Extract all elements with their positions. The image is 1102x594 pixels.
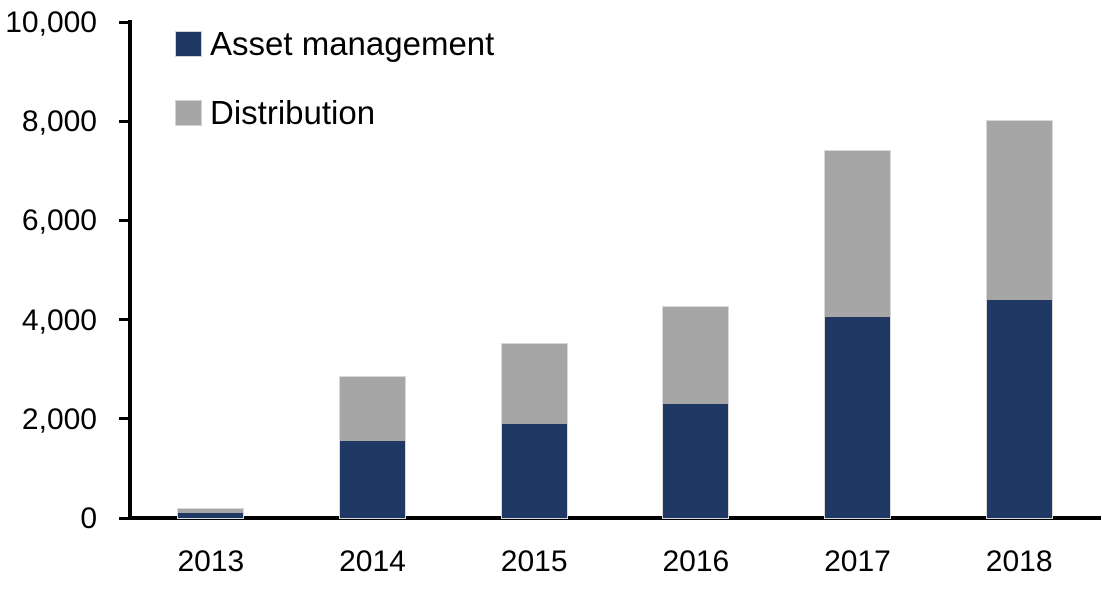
bar-segment-asset-management-2018 [986, 299, 1052, 518]
y-tick [119, 119, 129, 123]
y-tick [119, 318, 129, 322]
bar-segment-distribution-2017 [825, 150, 890, 318]
legend-item-asset-management: Asset management [176, 25, 495, 62]
x-tick-label-2013: 2013 [177, 545, 245, 578]
y-tick-label: 2,000 [21, 402, 97, 436]
bar-segment-asset-management-2014 [340, 441, 405, 518]
legend-item-distribution: Distribution [176, 94, 376, 131]
y-tick-label: 6,000 [21, 204, 97, 238]
x-tick-label-2017: 2017 [824, 545, 891, 578]
y-tick [119, 516, 129, 520]
y-axis-line [128, 20, 132, 520]
y-tick [119, 20, 129, 24]
legend-swatch-distribution [176, 101, 201, 125]
bar-group-2016 [663, 307, 729, 518]
legend-swatch-asset-management [176, 32, 201, 56]
bar-segment-asset-management-2017 [825, 317, 890, 518]
y-tick [119, 417, 129, 421]
y-tick-label: 10,000 [5, 6, 97, 39]
x-tick-label-2014: 2014 [339, 545, 406, 578]
x-tick-label-2018: 2018 [985, 545, 1053, 578]
x-tick-label-2015: 2015 [500, 545, 568, 578]
x-axis-line [128, 516, 1101, 520]
x-tick-label-2016: 2016 [662, 545, 730, 578]
bar-segment-distribution-2014 [340, 376, 405, 442]
legend-label-distribution: Distribution [210, 94, 376, 131]
bar-segment-distribution-2013 [178, 509, 244, 514]
bar-group-2018 [986, 121, 1052, 518]
legend-label-asset-management: Asset management [210, 25, 495, 62]
bar-segment-distribution-2016 [663, 307, 729, 404]
bar-group-2015 [501, 344, 567, 518]
bar-group-2017 [825, 150, 890, 518]
bar-group-2013 [178, 509, 244, 518]
bar-segment-distribution-2015 [501, 344, 567, 424]
bar-segment-asset-management-2013 [178, 513, 244, 518]
bar-segment-distribution-2018 [986, 121, 1052, 300]
y-tick-label: 8,000 [21, 105, 97, 139]
bar-group-2014 [340, 376, 405, 518]
y-tick-label: 4,000 [21, 303, 97, 337]
y-tick-label: 0 [80, 502, 97, 535]
bar-segment-asset-management-2015 [501, 423, 567, 518]
bar-segment-asset-management-2016 [663, 403, 729, 518]
y-tick [119, 218, 129, 222]
